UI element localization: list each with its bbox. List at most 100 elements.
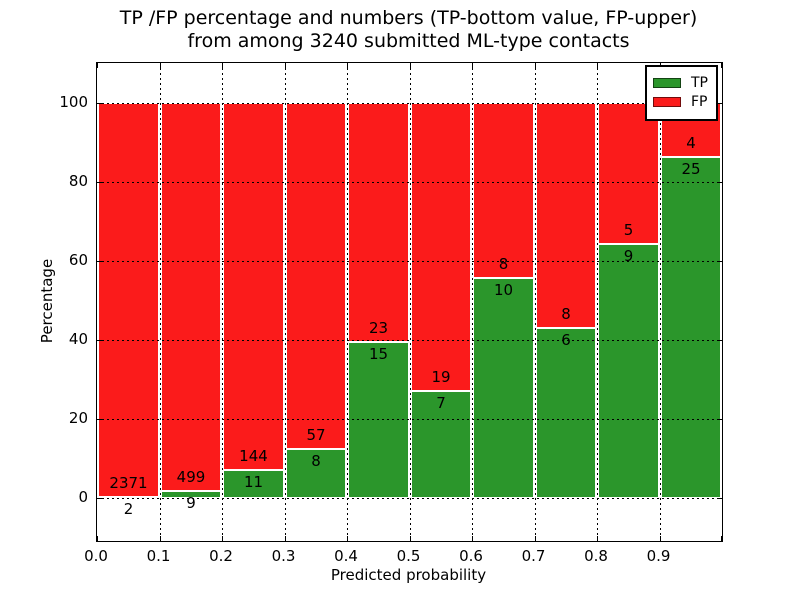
x-tick-mark (721, 63, 722, 68)
x-tick-mark (284, 63, 286, 68)
x-tick-mark (472, 63, 473, 68)
legend-swatch-tp (653, 78, 681, 88)
vertical-gridline (472, 63, 473, 541)
tp-count-label: 25 (681, 159, 701, 178)
x-tick-mark (472, 536, 473, 541)
x-tick-label: 0.6 (459, 547, 483, 565)
x-tick-label: 0.9 (646, 547, 671, 565)
x-tick-mark (659, 536, 661, 541)
x-tick-mark (222, 63, 223, 68)
bar-segment-fp (535, 102, 596, 329)
y-tick-label: 100 (59, 92, 88, 111)
x-tick-label: 0.2 (209, 547, 233, 565)
y-tick-mark (717, 418, 722, 420)
y-tick-mark (97, 418, 102, 420)
bar-segment-fp (285, 102, 346, 449)
tp-count-label: 7 (436, 394, 446, 413)
bar-segment-tp (223, 469, 284, 498)
y-tick-label: 0 (78, 487, 88, 506)
x-tick-mark (534, 536, 536, 541)
vertical-gridline (222, 63, 223, 541)
x-axis-label: Predicted probability (330, 566, 487, 584)
bar-segment-fp (410, 102, 471, 392)
bar-segment-tp (660, 156, 721, 498)
bar-segment-fp (348, 102, 409, 342)
x-tick-label: 0.3 (271, 547, 296, 565)
fp-count-label: 144 (239, 446, 268, 465)
y-tick-label: 40 (68, 329, 88, 348)
y-tick-label: 60 (68, 250, 88, 269)
x-tick-mark (159, 63, 161, 68)
fp-count-label: 2371 (109, 474, 148, 493)
legend-label: TP (691, 75, 708, 91)
fp-count-label: 499 (176, 467, 206, 486)
x-tick-mark (534, 63, 536, 68)
bar-segment-tp (160, 490, 221, 498)
vertical-gridline (659, 63, 661, 541)
bar-segment-fp (598, 102, 659, 244)
y-tick-mark (97, 339, 102, 341)
bar-segment-fp (223, 102, 284, 470)
x-tick-label: 0.5 (396, 547, 421, 565)
bar-segment-tp (348, 341, 409, 498)
y-tick-label: 80 (68, 171, 88, 190)
fp-count-label: 23 (368, 318, 389, 337)
bar-segment-tp (473, 278, 534, 498)
x-tick-mark (409, 536, 411, 541)
chart-title-line1: TP /FP percentage and numbers (TP-bottom… (119, 7, 698, 29)
y-tick-mark (717, 181, 722, 183)
y-tick-mark (97, 102, 102, 104)
tp-count-label: 10 (493, 281, 514, 300)
bar-segment-tp (535, 328, 596, 498)
tp-count-label: 11 (243, 472, 264, 491)
fp-count-label: 4 (686, 133, 696, 152)
y-tick-label: 20 (68, 408, 88, 427)
fp-count-label: 19 (431, 368, 451, 387)
y-tick-mark (97, 260, 102, 262)
vertical-gridline (534, 63, 536, 541)
y-tick-mark (717, 260, 722, 262)
legend-label: FP (691, 94, 708, 110)
x-tick-mark (409, 63, 411, 68)
tp-count-label: 2 (123, 500, 134, 519)
bar-segment-tp (410, 391, 471, 498)
bar-segment-tp (285, 448, 346, 498)
fp-count-label: 57 (306, 425, 326, 444)
x-tick-label: 0.0 (84, 547, 108, 565)
legend: TP FP (645, 65, 718, 121)
vertical-gridline (284, 63, 286, 541)
y-tick-mark (97, 497, 102, 499)
tp-count-label: 9 (186, 493, 196, 512)
x-tick-label: 0.7 (521, 547, 546, 565)
bar-segment-fp (98, 102, 159, 498)
x-tick-label: 0.4 (334, 547, 358, 565)
x-tick-mark (597, 63, 598, 68)
bar-segment-tp (598, 243, 659, 498)
chart-title-line2: from among 3240 submitted ML-type contac… (187, 30, 630, 52)
x-tick-mark (721, 536, 722, 541)
x-tick-label: 0.1 (146, 547, 171, 565)
tp-count-label: 15 (368, 344, 389, 363)
fp-count-label: 8 (561, 305, 571, 324)
bar-segment-fp (473, 102, 534, 279)
y-tick-mark (97, 181, 102, 183)
x-tick-label: 0.8 (584, 547, 608, 565)
x-tick-mark (347, 536, 348, 541)
tp-count-label: 9 (623, 246, 634, 265)
legend-entry: FP (653, 94, 710, 110)
vertical-gridline (597, 63, 598, 541)
x-tick-mark (597, 536, 598, 541)
x-tick-mark (159, 536, 161, 541)
fp-count-label: 8 (498, 255, 509, 274)
vertical-gridline (409, 63, 411, 541)
vertical-gridline (159, 63, 161, 541)
y-tick-mark (717, 102, 722, 104)
x-tick-mark (347, 63, 348, 68)
x-tick-mark (97, 536, 98, 541)
x-tick-mark (222, 536, 223, 541)
tp-count-label: 6 (561, 331, 571, 350)
bar-segment-fp (160, 102, 221, 491)
plot-area: 2371 2 499 9 144 11 57 8 23 15 19 7 8 10 8 6 5 9 4 25 (96, 62, 723, 542)
x-tick-mark (97, 63, 98, 68)
